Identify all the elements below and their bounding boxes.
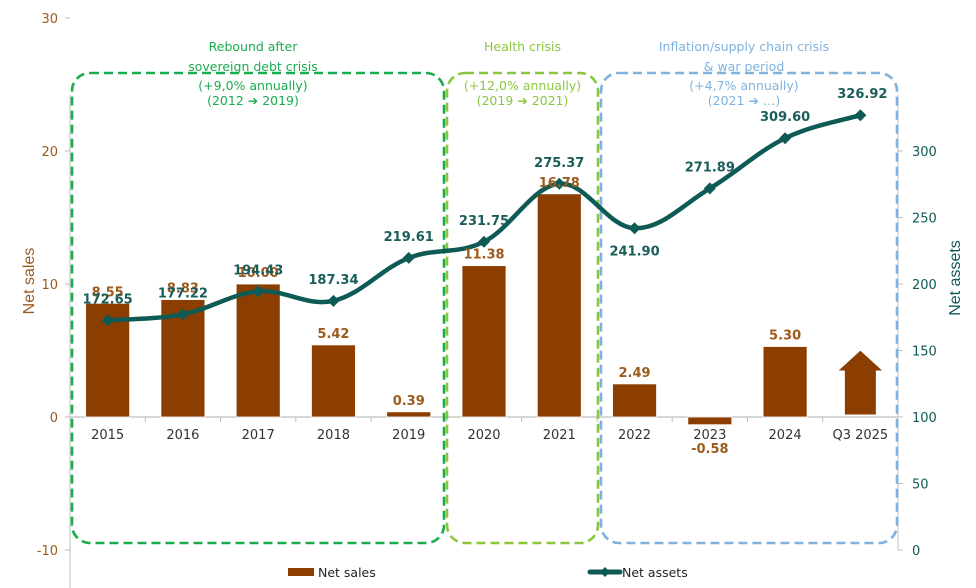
y-axis-title-left: Net sales — [21, 248, 38, 315]
period-label-health-crisis-period: Health crisis — [484, 39, 561, 54]
y-tick-label-right: 100 — [912, 411, 937, 426]
line-label-net-assets: 271.89 — [685, 160, 735, 175]
y-tick-label-right: 300 — [912, 145, 937, 160]
line-label-net-assets: 187.34 — [308, 273, 358, 288]
x-tick-label: 2024 — [769, 428, 802, 443]
period-label-rebound-period: (2012 ➔ 2019) — [207, 93, 299, 108]
x-tick-label: 2020 — [467, 428, 500, 443]
x-tick-label: 2018 — [317, 428, 350, 443]
y-tick-label-left: -10 — [37, 544, 58, 559]
line-label-net-assets: 219.61 — [384, 230, 434, 245]
y-tick-label-right: 250 — [912, 212, 937, 227]
bar-label-net-sales: 5.42 — [317, 327, 349, 342]
y-tick-label-right: 200 — [912, 278, 937, 293]
period-box-rebound-period — [70, 71, 446, 545]
bar-label-net-sales: -0.58 — [691, 442, 728, 457]
period-label-inflation-war-period: Inflation/supply chain crisis — [659, 39, 829, 54]
period-label-inflation-war-period: & war period — [704, 59, 785, 74]
x-tick-label: 2019 — [392, 428, 425, 443]
bar-net-sales — [687, 416, 733, 426]
bar-net-sales — [311, 344, 356, 418]
y-tick-label-left: 20 — [41, 145, 58, 160]
y-tick-label-left: 10 — [41, 278, 58, 293]
diamond-marker-icon — [628, 222, 641, 235]
y-tick-label-left: 30 — [41, 12, 58, 27]
diamond-marker-icon — [101, 314, 114, 327]
period-label-inflation-war-period: (2021 ➔ …) — [708, 93, 781, 108]
bar-label-net-sales: 8.83 — [167, 282, 199, 297]
diamond-marker-icon — [327, 294, 340, 307]
bar-net-sales — [762, 346, 808, 418]
y-tick-label-right: 150 — [912, 345, 937, 360]
diamond-marker-icon — [703, 182, 716, 195]
period-label-inflation-war-period: (+4,7% annually) — [689, 78, 798, 93]
x-tick-label: 2017 — [242, 428, 275, 443]
bar-label-net-sales: 2.49 — [619, 366, 651, 381]
legend-item-net-assets[interactable]: Net assets — [587, 565, 688, 580]
period-label-rebound-period: Rebound after — [209, 39, 299, 54]
data-labels: 8.55 8.83 10.00 5.42 0.39 11.38 16.78 2.49 -0.58… — [83, 87, 888, 457]
bar-net-sales — [235, 283, 281, 418]
y-tick-label-right: 50 — [912, 478, 929, 493]
line-label-net-assets: 241.90 — [609, 244, 659, 259]
period-label-health-crisis-period: (2019 ➔ 2021) — [477, 93, 569, 108]
bar-label-net-sales: 5.30 — [769, 329, 801, 344]
line-label-net-assets: 275.37 — [534, 156, 584, 171]
line-label-net-assets: 231.75 — [459, 214, 509, 229]
diamond-marker-icon — [553, 177, 566, 190]
x-tick-label: 2016 — [166, 428, 199, 443]
x-tick-label: 2022 — [618, 428, 651, 443]
line-label-net-assets: 194.43 — [233, 263, 283, 278]
x-tick-label: 2023 — [693, 428, 726, 443]
bar-net-sales — [386, 411, 432, 418]
period-box-inflation-war-period — [599, 71, 899, 545]
legend-label-net-sales: Net sales — [318, 565, 376, 580]
line-series-net-assets — [101, 109, 867, 327]
x-tick-label: 2015 — [91, 428, 124, 443]
legend-diamond-net-assets — [600, 567, 610, 577]
period-box-health-crisis-period — [445, 71, 600, 545]
diamond-marker-icon — [854, 109, 867, 122]
bar-net-sales — [612, 383, 657, 418]
diamond-marker-icon — [402, 251, 415, 264]
diamond-marker-icon — [779, 132, 792, 145]
legend-item-net-sales[interactable]: Net sales — [288, 565, 376, 580]
period-boxes: Rebound after sovereign debt crisis (+9,0%… — [70, 39, 899, 545]
bar-label-net-sales: 11.38 — [463, 248, 504, 263]
bar-label-net-sales: 0.39 — [393, 394, 425, 409]
legend-swatch-net-sales — [288, 568, 314, 576]
bar-net-sales — [536, 193, 582, 418]
line-label-net-assets: 309.60 — [760, 110, 810, 125]
legend-label-net-assets: Net assets — [622, 565, 688, 580]
x-tick-label: Q3 2025 — [832, 428, 888, 443]
diamond-marker-icon — [176, 308, 189, 321]
period-label-rebound-period: (+9,0% annually) — [198, 78, 307, 93]
diamond-marker-icon — [478, 235, 490, 248]
bar-net-sales — [461, 265, 507, 418]
line-label-net-assets: 326.92 — [837, 87, 887, 102]
legend: Net sales Net assets — [288, 565, 688, 580]
line-label-net-assets: 172.65 — [83, 292, 133, 307]
bar-label-net-sales: 10.00 — [238, 266, 279, 281]
y-tick-label-left: 0 — [50, 411, 58, 426]
y-axis-title-right: Net assets — [947, 240, 964, 316]
y-tick-label-right: 0 — [912, 544, 920, 559]
period-label-rebound-period: sovereign debt crisis — [188, 59, 318, 74]
up-arrow-icon — [836, 349, 885, 416]
bar-label-net-sales: 8.55 — [92, 285, 124, 300]
bar-label-net-sales: 16.78 — [539, 176, 580, 191]
bar-series-net-sales — [85, 193, 885, 426]
line-label-net-assets: 177.22 — [158, 286, 208, 301]
x-tick-label: 2021 — [543, 428, 576, 443]
period-label-health-crisis-period: (+12,0% annually) — [464, 78, 581, 93]
diamond-marker-icon — [252, 285, 265, 298]
